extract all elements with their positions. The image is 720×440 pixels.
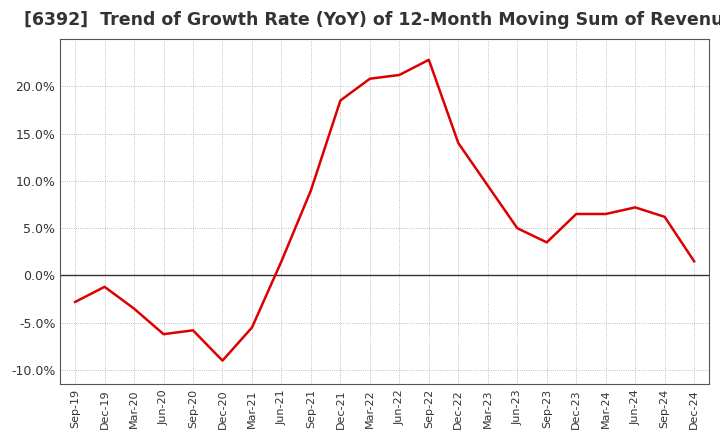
Title: [6392]  Trend of Growth Rate (YoY) of 12-Month Moving Sum of Revenues: [6392] Trend of Growth Rate (YoY) of 12-… bbox=[24, 11, 720, 29]
